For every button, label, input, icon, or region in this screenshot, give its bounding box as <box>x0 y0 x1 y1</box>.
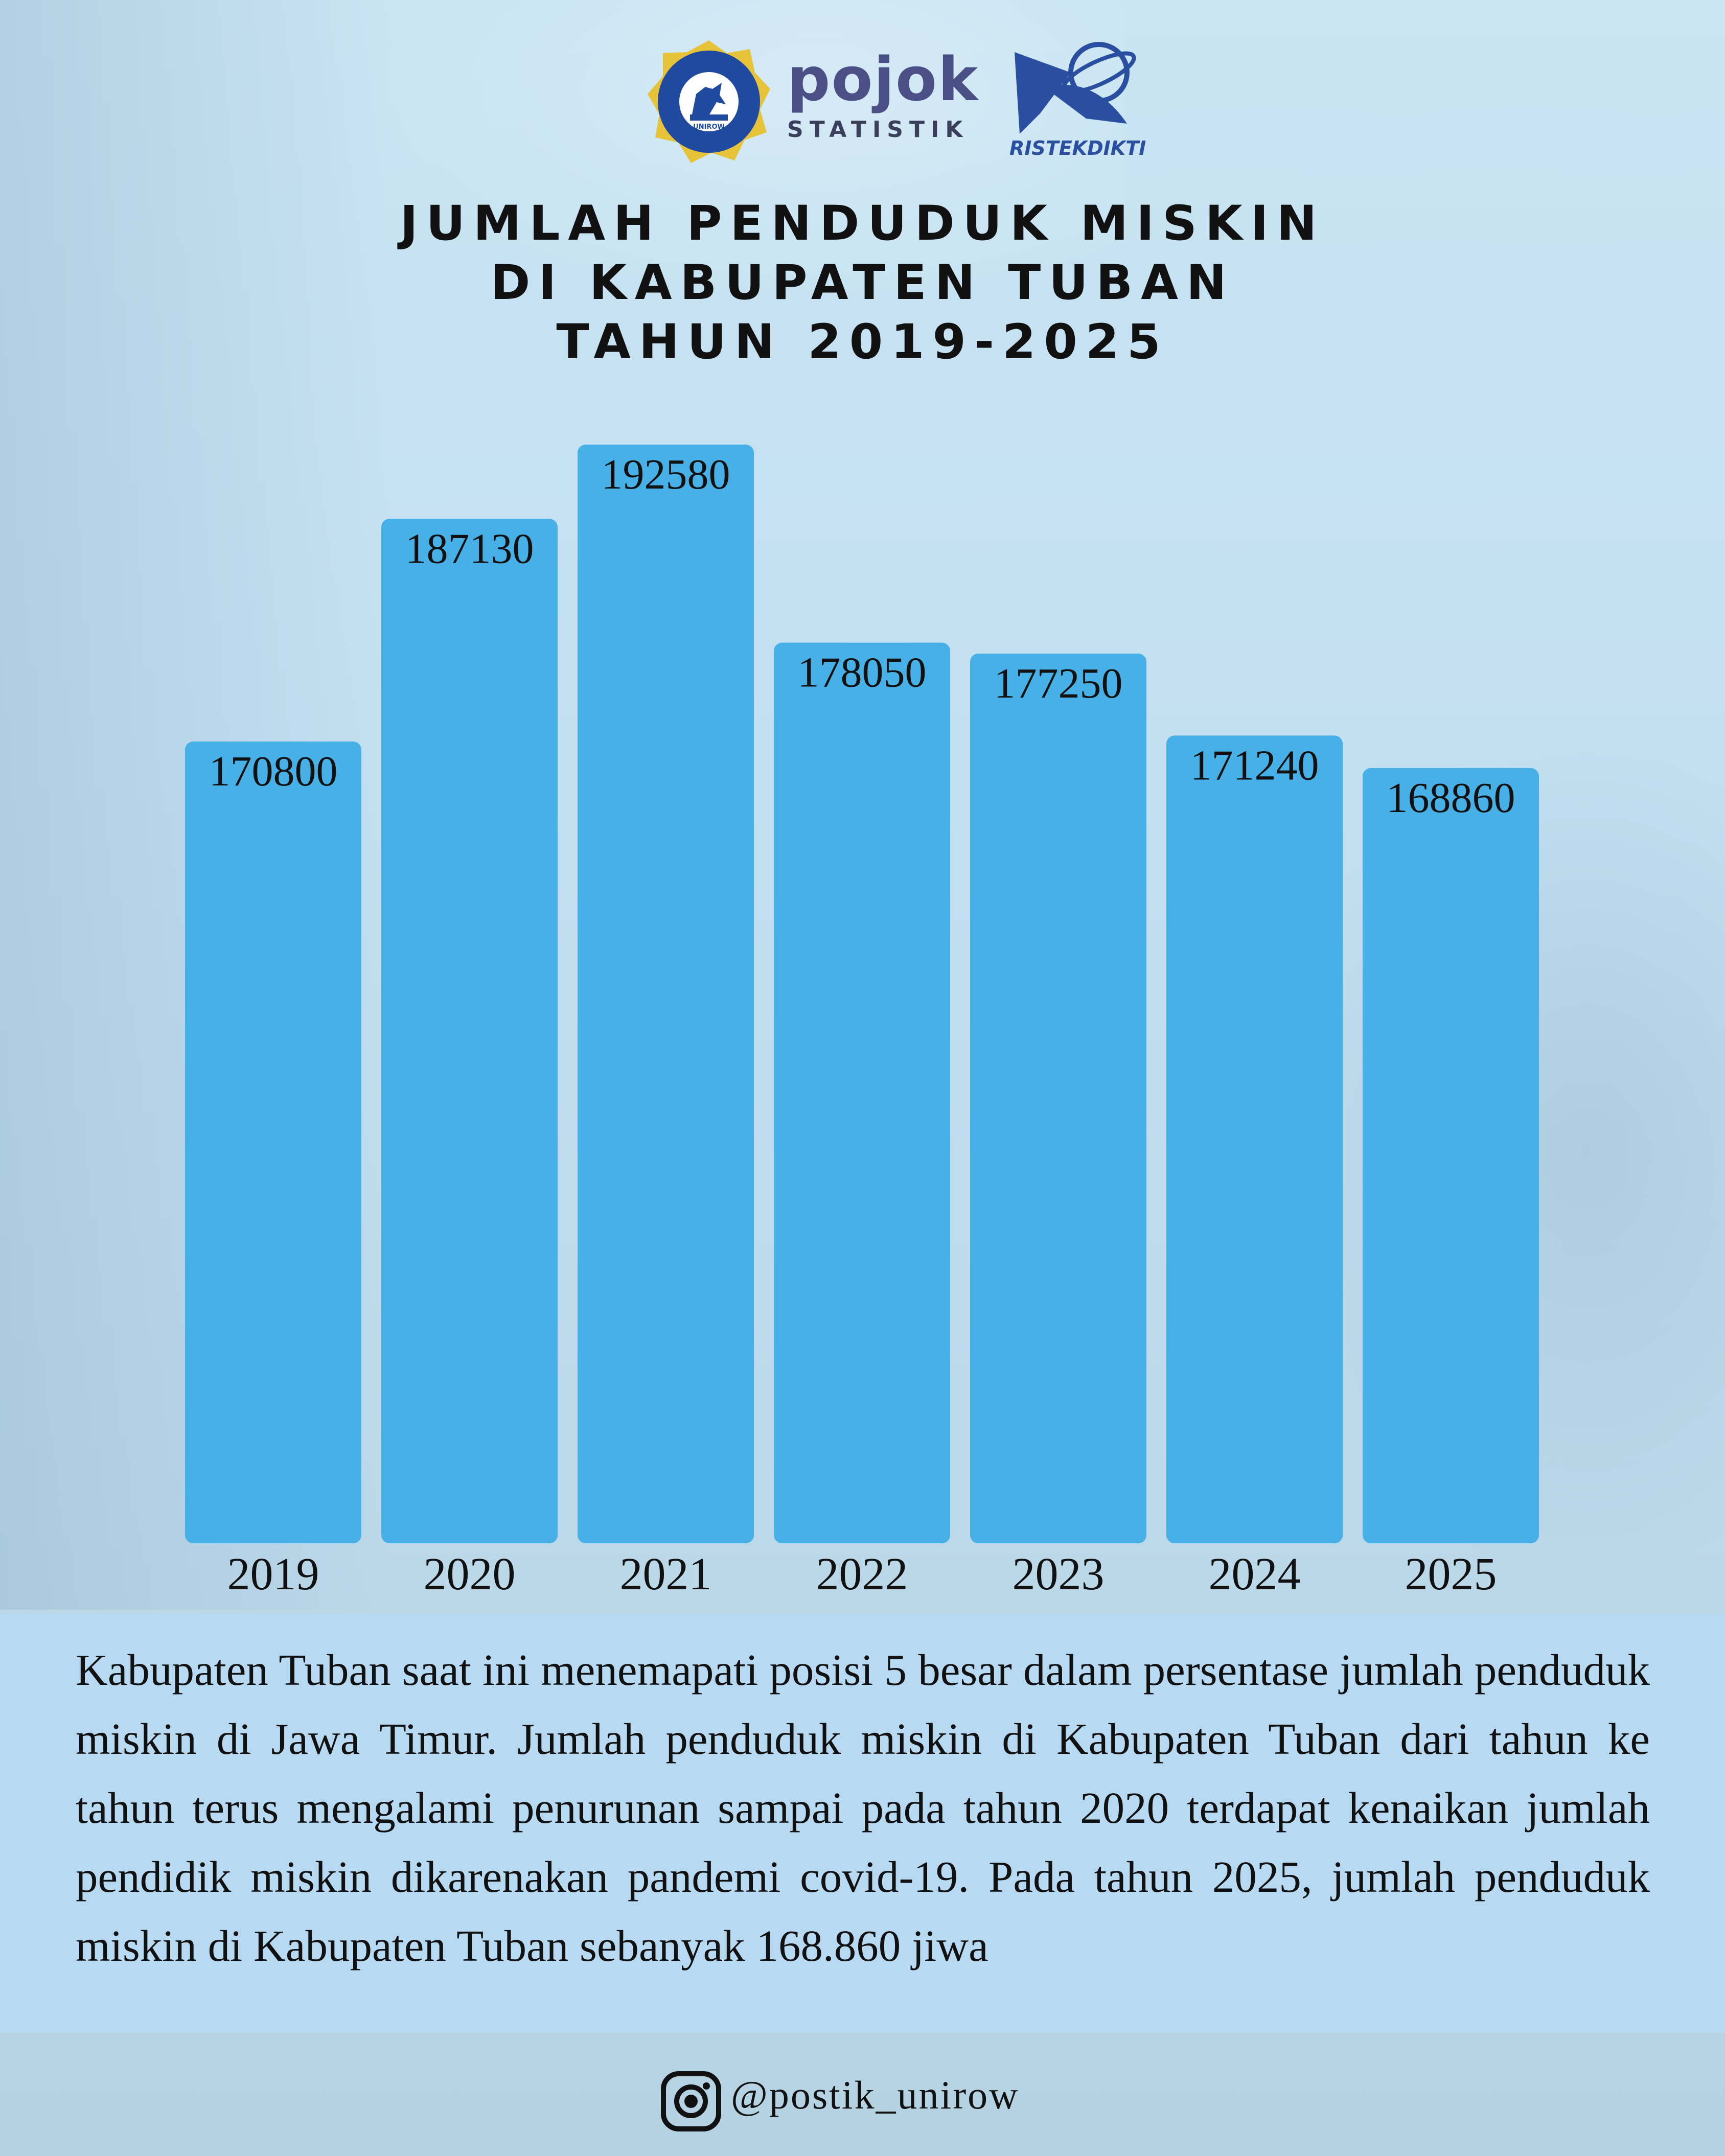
title-line-1: JUMLAH PENDUDUK MISKIN <box>400 196 1325 251</box>
instagram-icon[interactable] <box>659 2070 723 2133</box>
footer: @postik_unirow <box>0 2070 1725 2131</box>
ristekdikti-wordmark: RISTEKDIKTI <box>1009 137 1146 159</box>
instagram-handle[interactable]: @postik_unirow <box>731 2073 1020 2117</box>
bar-group <box>185 445 1539 1543</box>
pojok-subtitle: STATISTIK <box>787 117 969 143</box>
bar-2020 <box>381 519 558 1543</box>
data-label-2024: 171240 <box>1190 741 1319 789</box>
bar-2025 <box>1363 768 1539 1543</box>
bar-2019 <box>185 741 361 1543</box>
unirow-logo: UNIROW <box>648 40 770 163</box>
bar-2023 <box>970 654 1146 1543</box>
x-tick-2021: 2021 <box>620 1549 712 1599</box>
description-panel <box>0 1614 1725 2033</box>
data-label-2021: 192580 <box>602 451 730 498</box>
x-tick-2022: 2022 <box>816 1549 908 1599</box>
ristekdikti-logo <box>1015 42 1136 134</box>
bar-2022 <box>774 642 950 1543</box>
bar-chart: 170800 187130 192580 178050 177250 171240 1688… <box>185 445 1539 1599</box>
x-tick-2023: 2023 <box>1013 1549 1105 1599</box>
x-tick-2019: 2019 <box>227 1549 319 1599</box>
data-label-2019: 170800 <box>209 748 338 795</box>
data-label-2020: 187130 <box>405 525 534 572</box>
data-label-2022: 178050 <box>798 649 927 697</box>
svg-text:UNIROW: UNIROW <box>693 123 725 131</box>
pojok-statistik-logo: pojok STATISTIK <box>787 44 981 143</box>
title-line-3: TAHUN 2019-2025 <box>556 314 1169 370</box>
chart-title: JUMLAH PENDUDUK MISKIN DI KABUPATEN TUBA… <box>0 194 1725 372</box>
logo-bar: UNIROW pojok STATISTIK RISTEKDIKTI <box>0 31 1725 169</box>
bar-2021 <box>578 445 754 1543</box>
x-tick-2025: 2025 <box>1405 1549 1497 1599</box>
bar-2024 <box>1166 735 1343 1543</box>
description-text: Kabupaten Tuban saat ini menemapati posi… <box>76 1645 1650 1970</box>
data-label-2023: 177250 <box>994 660 1123 707</box>
x-tick-2024: 2024 <box>1209 1549 1301 1599</box>
pojok-wordmark: pojok <box>787 44 979 114</box>
data-label-group: 170800 187130 192580 178050 177250 171240 1688… <box>209 451 1515 822</box>
x-tick-2020: 2020 <box>424 1549 516 1599</box>
data-label-2025: 168860 <box>1387 774 1515 822</box>
x-tick-group: 2019 2020 2021 2022 2023 2024 2025 <box>227 1549 1497 1599</box>
title-line-2: DI KABUPATEN TUBAN <box>490 255 1235 311</box>
